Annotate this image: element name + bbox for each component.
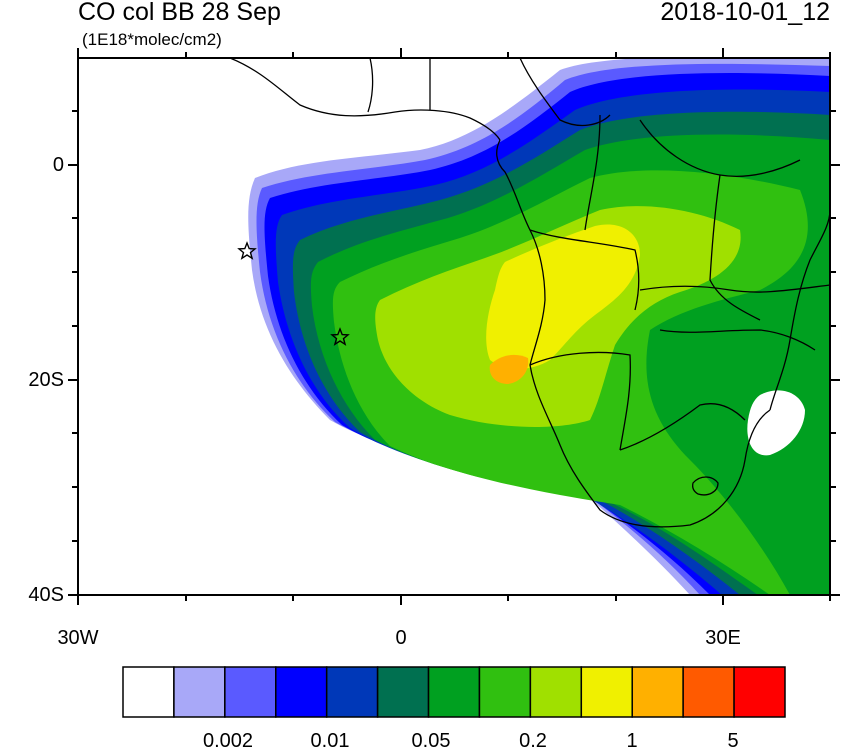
inland-border-1 [529, 229, 640, 311]
inland-border-9 [367, 58, 374, 113]
units-label: (1E18*molec/cm2) [82, 30, 222, 49]
datetime-label: 2018-10-01_12 [660, 0, 830, 26]
inland-border-2 [529, 351, 631, 451]
west-africa-coast [229, 58, 501, 141]
co-column-field [248, 58, 830, 595]
colorbar-swatch [376, 666, 430, 718]
colorbar-swatch [325, 666, 379, 718]
colorbar-swatch [224, 666, 277, 718]
colorbar-swatch [122, 666, 175, 718]
colorbar-swatch [529, 666, 583, 718]
station-star [237, 241, 257, 260]
inland-border-11 [659, 329, 816, 351]
colorbar-swatch [631, 666, 684, 718]
lon-label-30e: 30E [705, 627, 741, 649]
inland-border-10 [519, 58, 611, 127]
colorbar-label: 0.05 [411, 730, 451, 752]
lon-label-30w: 30W [57, 627, 99, 649]
lon-ticks [77, 48, 831, 605]
inland-border-5 [639, 119, 801, 177]
colorbar-swatch [427, 666, 481, 718]
colorbar-label: 1 [626, 730, 638, 752]
colorbar-label: 5 [727, 730, 739, 752]
lat-ticks [68, 110, 840, 596]
colorbar-swatch [682, 666, 735, 718]
lake-outline [692, 476, 719, 496]
contour-1 [486, 224, 640, 369]
colorbar-swatch [580, 666, 633, 718]
colorbar-swatch [275, 666, 328, 718]
east-africa-coast [769, 209, 830, 411]
colorbar [122, 666, 786, 718]
low-value-gap [747, 390, 805, 456]
colorbar-label: 0.2 [519, 730, 547, 752]
colorbar-label: 0.002 [202, 730, 254, 752]
colorbar-swatch [733, 666, 786, 718]
contour-2 [489, 354, 529, 384]
central-west-coast [496, 139, 771, 528]
station-star [330, 327, 350, 346]
lon-label-0: 0 [395, 627, 407, 649]
colorbar-swatch [478, 666, 532, 718]
colorbar-swatch [173, 666, 226, 718]
lat-label-20s: 20S [28, 369, 64, 391]
inland-border-3 [619, 403, 746, 451]
inland-border-4 [584, 114, 601, 231]
lat-label-40s: 40S [28, 584, 64, 606]
station-markers [237, 241, 350, 346]
inland-border-6 [709, 174, 761, 321]
colorbar-label: 0.01 [310, 730, 350, 752]
inland-border-7 [639, 284, 830, 293]
map-title: CO col BB 28 Sep [78, 0, 281, 26]
coastlines-borders [229, 58, 830, 528]
lat-label-0: 0 [52, 154, 64, 176]
